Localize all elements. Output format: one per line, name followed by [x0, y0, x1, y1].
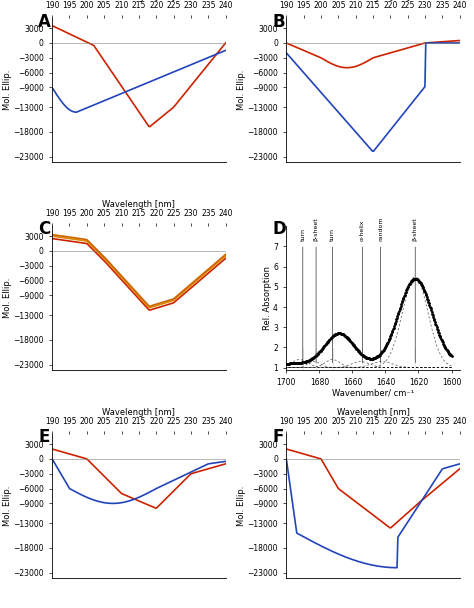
Text: β-sheet: β-sheet	[314, 218, 319, 363]
X-axis label: Wavelength [nm]: Wavelength [nm]	[102, 0, 175, 1]
Text: E: E	[38, 429, 50, 446]
Text: D: D	[273, 221, 286, 238]
X-axis label: Wavelength [nm]: Wavelength [nm]	[102, 409, 175, 418]
Text: C: C	[38, 221, 51, 238]
Y-axis label: Mol. Ellip.: Mol. Ellip.	[3, 278, 12, 318]
Text: F: F	[273, 429, 284, 446]
X-axis label: Wavenumber/ cm⁻¹: Wavenumber/ cm⁻¹	[332, 389, 414, 398]
Text: β-sheet: β-sheet	[413, 218, 418, 363]
Y-axis label: Mol. Ellip.: Mol. Ellip.	[3, 486, 12, 526]
Text: turn: turn	[301, 229, 305, 363]
X-axis label: Wavelength [nm]: Wavelength [nm]	[337, 409, 410, 418]
Text: A: A	[38, 13, 51, 30]
Text: turn: turn	[330, 229, 335, 363]
Text: α-helix: α-helix	[360, 220, 365, 363]
Y-axis label: Mol. Ellip.: Mol. Ellip.	[3, 70, 12, 110]
Text: B: B	[273, 13, 285, 30]
Y-axis label: Mol. Ellip.: Mol. Ellip.	[237, 70, 246, 110]
Y-axis label: Mol. Ellip.: Mol. Ellip.	[237, 486, 246, 526]
Y-axis label: Rel. Absorption: Rel. Absorption	[263, 266, 272, 330]
Text: random: random	[378, 217, 383, 363]
X-axis label: Wavelength [nm]: Wavelength [nm]	[102, 201, 175, 210]
X-axis label: Wavelength [nm]: Wavelength [nm]	[337, 0, 410, 1]
